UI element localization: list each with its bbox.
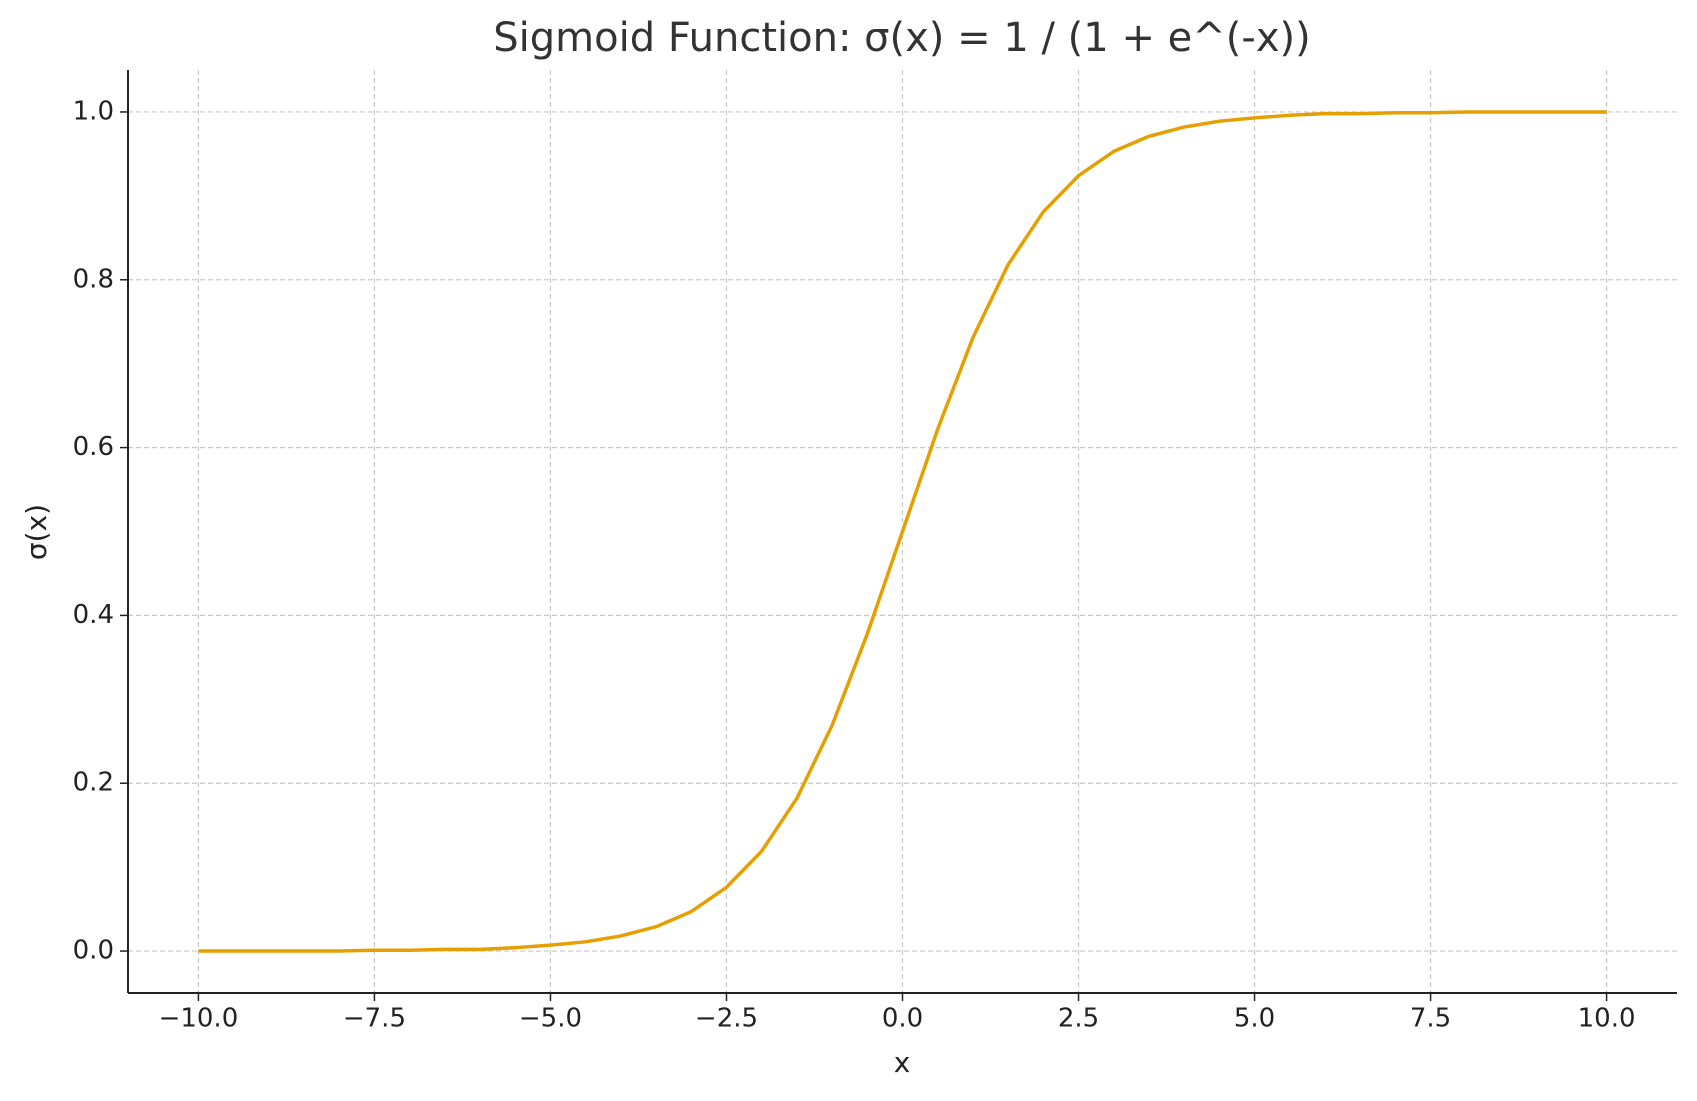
y-tick-label: 0.4 (73, 600, 114, 630)
x-tick-label: 7.5 (1410, 1004, 1451, 1034)
x-tick-label: 0.0 (882, 1004, 923, 1034)
y-tick-label: 0.8 (73, 264, 114, 294)
y-tick-label: 0.2 (73, 768, 114, 798)
x-tick-label: 2.5 (1058, 1004, 1099, 1034)
line-series (198, 110, 1607, 953)
x-tick-label: −2.5 (695, 1004, 758, 1034)
x-tick-label: −5.0 (519, 1004, 582, 1034)
y-tick-label: 1.0 (73, 96, 114, 126)
x-tick-label: −7.5 (343, 1004, 406, 1034)
chart-title: Sigmoid Function: σ(x) = 1 / (1 + e^(-x)… (493, 15, 1310, 61)
y-axis-label: σ(x) (20, 504, 53, 560)
x-tick-label: 10.0 (1578, 1004, 1636, 1034)
x-tick-label: −10.0 (159, 1004, 239, 1034)
y-tick-label: 0.6 (73, 432, 114, 462)
x-tick-label: 5.0 (1234, 1004, 1275, 1034)
y-tick-label: 0.0 (73, 936, 114, 966)
x-axis-label: x (894, 1046, 911, 1079)
